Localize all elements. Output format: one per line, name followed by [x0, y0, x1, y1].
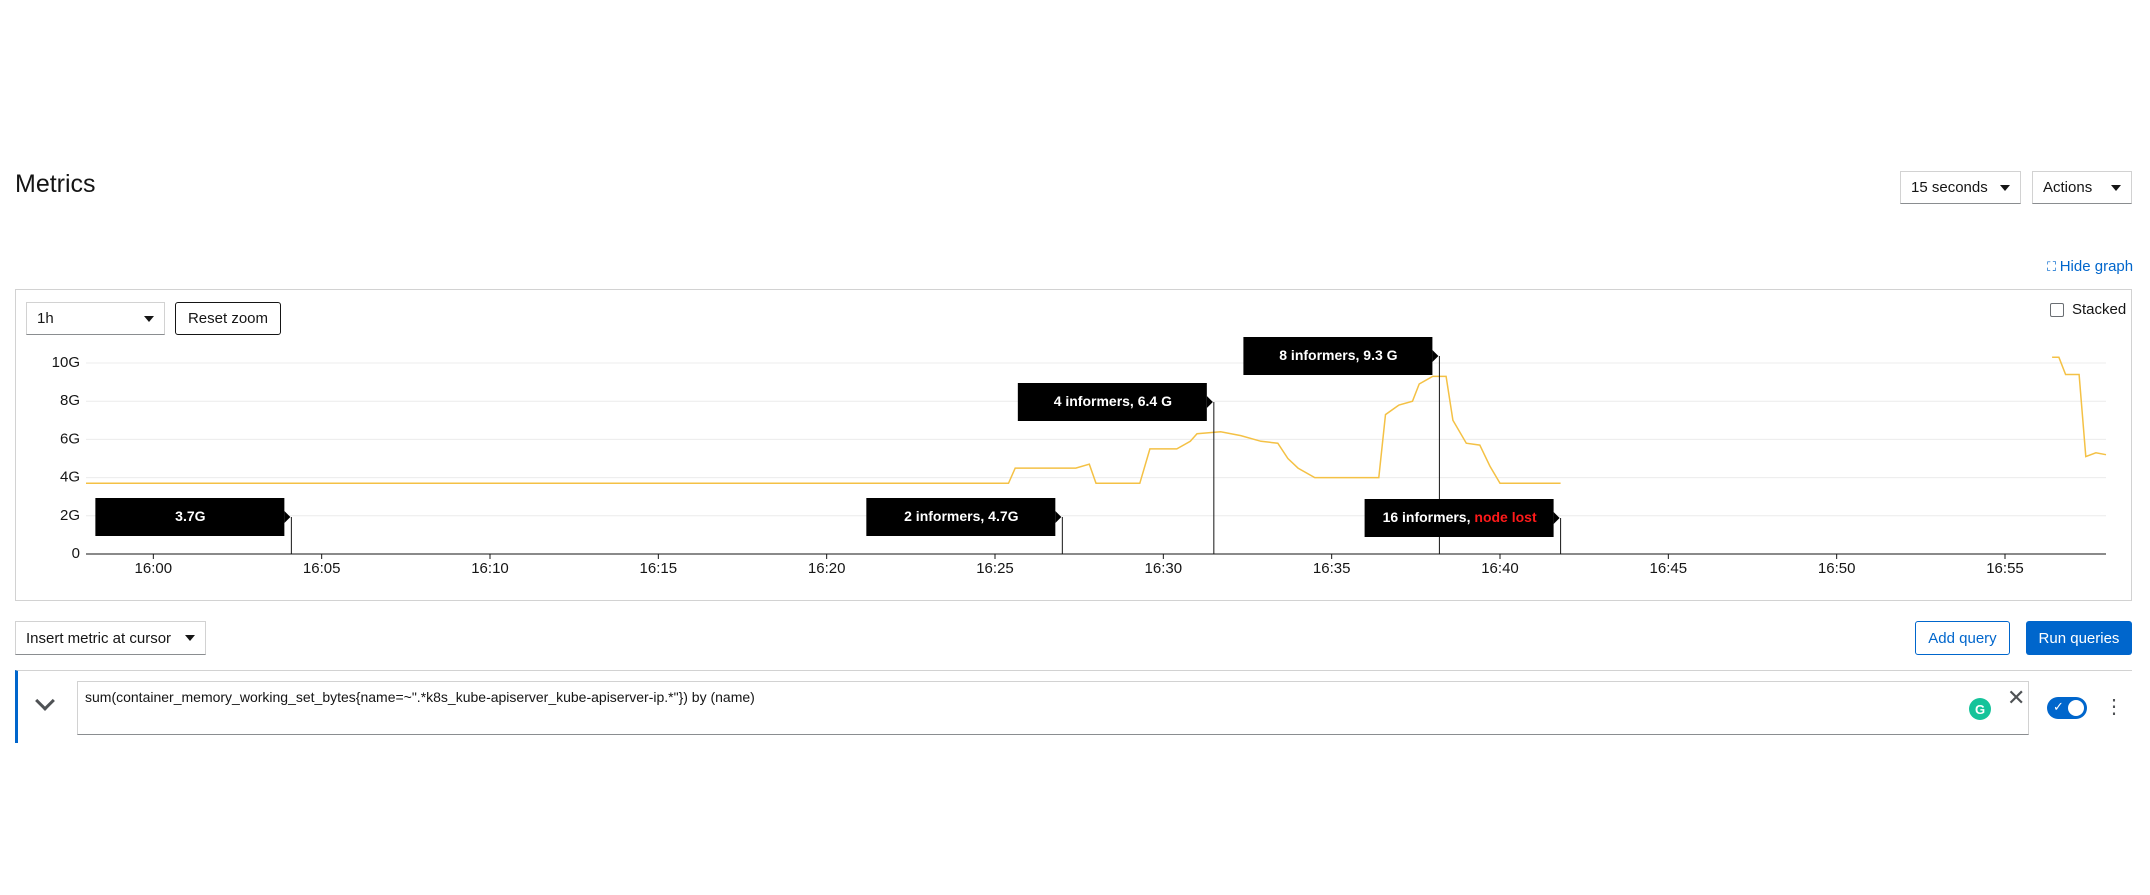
caret	[2111, 184, 2121, 191]
x-tick-label: 16:15	[640, 560, 678, 577]
x-tick-label: 16:45	[1650, 560, 1688, 577]
page-title: Metrics	[15, 170, 96, 198]
grammarly-icon[interactable]: G	[1969, 698, 1991, 720]
annotation-label: 4 informers, 6.4 G	[1054, 393, 1172, 409]
kebab-menu[interactable]: ⋮	[2104, 696, 2124, 718]
x-tick-label: 16:35	[1313, 560, 1351, 577]
y-tick-label: 8G	[60, 392, 80, 409]
caret	[144, 315, 154, 322]
x-tick-label: 16:10	[471, 560, 509, 577]
remove-query[interactable]: ✕	[2007, 685, 2026, 710]
y-tick-label: 4G	[60, 469, 80, 486]
hide-graph-label: Hide graph	[2059, 258, 2134, 275]
stacked-label: Stacked	[2072, 301, 2127, 318]
caret	[185, 635, 195, 641]
reset-zoom[interactable]: Reset zoom	[175, 302, 281, 335]
insert-metric-label: Insert metric at cursor	[26, 629, 172, 647]
annotation-label: 3.7G	[175, 508, 205, 524]
annotation-arrow	[1206, 396, 1213, 408]
query-input[interactable]	[77, 681, 2029, 735]
query-expression: sum(container_memory_working_set_bytes{n…	[85, 689, 755, 705]
actions-dropdown[interactable]: Actions	[2032, 171, 2132, 204]
annotation-label: 2 informers, 4.7G	[904, 508, 1018, 524]
toggle-check: ✓	[2053, 699, 2064, 714]
annotation-text: 3.7G	[175, 508, 205, 524]
annotation-highlight: node lost	[1474, 509, 1537, 525]
x-tick-label: 16:40	[1481, 560, 1519, 577]
annotation-label: 8 informers, 9.3 G	[1279, 347, 1397, 363]
toggle-knob	[2068, 700, 2084, 716]
caret	[2000, 184, 2010, 191]
annotation-text: 4 informers, 6.4 G	[1054, 393, 1172, 409]
y-tick-label: 10G	[52, 354, 80, 371]
checkbox[interactable]	[2050, 302, 2064, 317]
refresh-label: 15 seconds	[1911, 179, 1988, 196]
x-tick-label: 16:50	[1818, 560, 1856, 577]
x-tick-label: 16:05	[303, 560, 341, 577]
refresh-dropdown[interactable]: 15 seconds	[1900, 171, 2021, 204]
annotation-box	[1243, 337, 1433, 375]
graph-panel	[15, 289, 2132, 601]
x-tick-label: 16:25	[976, 560, 1014, 577]
annotation-box	[1364, 499, 1554, 537]
annotation-text: 16 informers,	[1383, 509, 1475, 525]
run-queries[interactable]: Run queries	[2026, 621, 2132, 655]
annotation-arrow	[284, 511, 291, 523]
y-tick-label: 6G	[60, 430, 80, 447]
x-tick-label: 16:30	[1145, 560, 1183, 577]
y-tick-label: 2G	[60, 507, 80, 524]
annotation-arrow	[1553, 512, 1560, 524]
annotation-label: 16 informers, node lost	[1383, 509, 1537, 525]
series-line	[86, 356, 2107, 485]
y-tick-label: 0	[72, 545, 80, 562]
annotation-box	[95, 498, 285, 536]
annotation-arrow	[1055, 511, 1062, 523]
x-tick-label: 16:00	[135, 560, 173, 577]
insert-metric[interactable]: Insert metric at cursor	[15, 621, 206, 655]
add-query[interactable]: Add query	[1915, 621, 2010, 655]
range-label: 1h	[37, 310, 54, 327]
x-tick-label: 16:55	[1986, 560, 2024, 577]
annotation-box	[1017, 383, 1207, 421]
query-row	[15, 670, 2132, 743]
query-toggle[interactable]: ✓	[2047, 697, 2087, 719]
actions-label: Actions	[2043, 179, 2093, 196]
x-tick-label: 16:20	[808, 560, 846, 577]
annotation-text: 8 informers, 9.3 G	[1279, 347, 1397, 363]
annotation-arrow	[1432, 350, 1439, 362]
stacked-checkbox[interactable]: Stacked	[2050, 301, 2126, 318]
hide-graph[interactable]: ⛶ Hide graph	[2047, 258, 2134, 275]
annotation-box	[866, 498, 1056, 536]
annotation-text: 2 informers, 4.7G	[904, 508, 1018, 524]
range-dropdown[interactable]: 1h	[26, 302, 165, 335]
